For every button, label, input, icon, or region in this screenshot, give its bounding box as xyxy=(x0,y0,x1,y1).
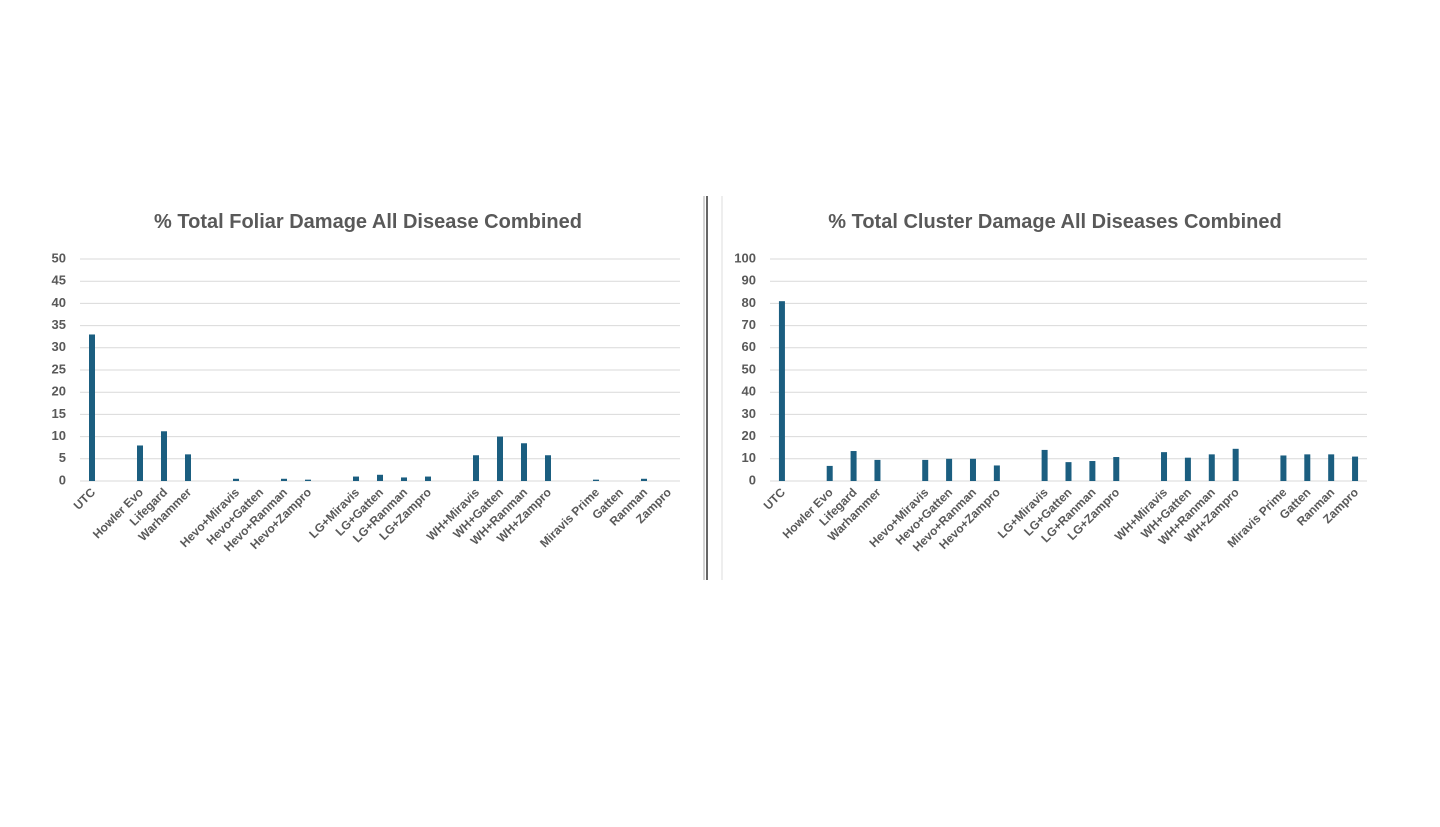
bar xyxy=(185,454,191,481)
y-tick-label: 90 xyxy=(742,273,756,288)
y-tick-label: 10 xyxy=(742,450,756,465)
bar xyxy=(1352,456,1359,481)
y-tick-label: 100 xyxy=(734,250,756,265)
bar xyxy=(593,479,599,481)
y-tick-label: 20 xyxy=(742,428,756,443)
bar xyxy=(993,465,1000,481)
bar xyxy=(281,478,287,481)
bar xyxy=(521,443,527,481)
bar xyxy=(1113,457,1120,481)
y-tick-label: 40 xyxy=(742,384,756,399)
y-tick-label: 45 xyxy=(52,273,66,288)
bar xyxy=(545,455,551,481)
bar xyxy=(1065,462,1072,481)
y-tick-label: 50 xyxy=(52,250,66,265)
y-tick-label: 60 xyxy=(742,339,756,354)
bar xyxy=(1041,449,1048,481)
y-tick-label: 5 xyxy=(59,450,66,465)
bar xyxy=(137,445,143,481)
bar xyxy=(425,476,431,481)
y-tick-label: 20 xyxy=(52,384,66,399)
bar xyxy=(497,436,503,481)
y-tick-label: 25 xyxy=(52,361,66,376)
bar xyxy=(874,459,881,481)
y-tick-label: 30 xyxy=(742,406,756,421)
y-tick-label: 30 xyxy=(52,339,66,354)
bar xyxy=(233,478,239,481)
bar xyxy=(922,459,929,481)
y-tick-label: 70 xyxy=(742,317,756,332)
bar xyxy=(1328,454,1335,481)
bar xyxy=(946,458,953,481)
y-tick-label: 0 xyxy=(749,472,756,487)
bar xyxy=(353,476,359,481)
bar xyxy=(850,451,857,481)
bar xyxy=(1280,455,1287,481)
y-tick-label: 35 xyxy=(52,317,66,332)
chart-title: % Total Cluster Damage All Diseases Comb… xyxy=(828,211,1281,233)
bar xyxy=(1161,452,1168,481)
y-tick-label: 50 xyxy=(742,361,756,376)
bar xyxy=(1184,457,1191,481)
bar xyxy=(89,334,95,481)
bar xyxy=(401,477,407,481)
bar xyxy=(1089,461,1096,481)
y-tick-label: 15 xyxy=(52,406,66,421)
bar xyxy=(473,455,479,481)
bar xyxy=(969,458,976,481)
y-tick-label: 40 xyxy=(52,295,66,310)
bar xyxy=(1232,448,1239,481)
bar xyxy=(641,478,647,481)
bar xyxy=(1304,454,1311,481)
bar xyxy=(826,465,833,481)
bar xyxy=(161,431,167,481)
y-tick-label: 0 xyxy=(59,472,66,487)
y-tick-label: 80 xyxy=(742,295,756,310)
chart-title: % Total Foliar Damage All Disease Combin… xyxy=(154,211,582,233)
bar xyxy=(778,301,785,481)
bar xyxy=(305,479,311,481)
bar xyxy=(1208,454,1215,481)
y-tick-label: 10 xyxy=(52,428,66,443)
bar xyxy=(377,474,383,481)
